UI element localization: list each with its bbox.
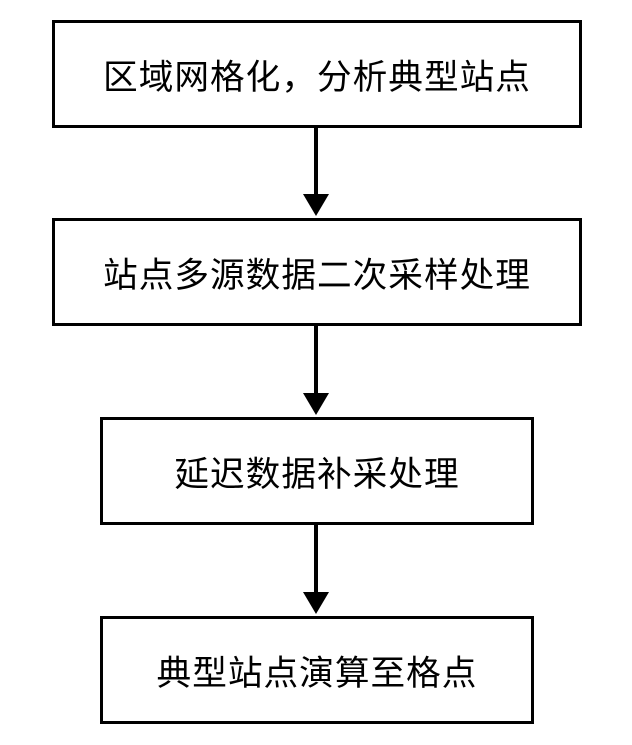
flow-node-label: 站点多源数据二次采样处理	[103, 247, 531, 297]
arrow-head-icon	[303, 194, 329, 216]
flow-arrow	[303, 525, 329, 614]
flow-node: 区域网格化，分析典型站点	[52, 20, 582, 128]
flow-node-label: 延迟数据补采处理	[174, 446, 459, 496]
arrow-head-icon	[303, 592, 329, 614]
flow-node: 延迟数据补采处理	[100, 417, 534, 525]
arrow-shaft	[314, 525, 318, 592]
arrow-head-icon	[303, 393, 329, 415]
arrow-shaft	[314, 326, 318, 393]
arrow-shaft	[314, 128, 318, 194]
flow-node-label: 典型站点演算至格点	[157, 645, 478, 695]
flow-node: 典型站点演算至格点	[100, 616, 534, 724]
flow-node: 站点多源数据二次采样处理	[52, 218, 582, 326]
flow-arrow	[303, 326, 329, 415]
flow-node-label: 区域网格化，分析典型站点	[103, 49, 531, 99]
flow-arrow	[303, 128, 329, 216]
